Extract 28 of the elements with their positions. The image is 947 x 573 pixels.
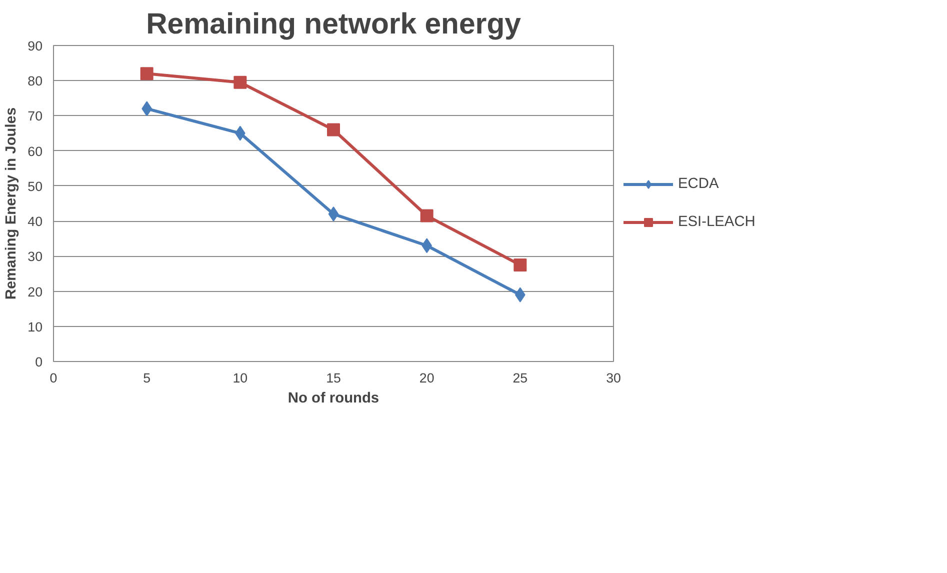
y-tick-label: 30	[28, 249, 43, 264]
x-tick-label: 15	[326, 370, 341, 386]
legend-label: ESI-LEACH	[678, 214, 756, 230]
y-tick-label: 50	[28, 178, 43, 194]
point	[514, 258, 527, 272]
y-tick-label: 20	[28, 284, 43, 300]
chart-title: Remaining network energy	[146, 8, 522, 40]
point	[327, 123, 340, 136]
legend-label: ECDA	[678, 176, 719, 192]
y-tick-label: 90	[28, 38, 43, 54]
point	[234, 76, 247, 89]
y-tick-label: 70	[28, 108, 43, 124]
y-tick-label: 80	[28, 74, 43, 89]
x-tick-label: 10	[232, 370, 248, 386]
y-tick-label: 60	[28, 144, 43, 159]
y-tick-label: 40	[28, 214, 43, 230]
x-tick-label: 25	[512, 370, 528, 386]
point	[328, 206, 339, 222]
x-axis-title: No of rounds	[288, 390, 380, 406]
y-axis-title: Remaning Energy in Joules	[4, 107, 20, 300]
x-tick-label: 5	[143, 370, 151, 386]
x-tick-label: 20	[419, 370, 434, 386]
y-tick-label: 10	[28, 319, 43, 334]
point	[140, 67, 154, 80]
y-tick-label: 0	[35, 354, 43, 370]
point	[420, 209, 434, 222]
x-tick-label: 0	[50, 370, 58, 386]
x-tick-label: 30	[606, 370, 621, 386]
